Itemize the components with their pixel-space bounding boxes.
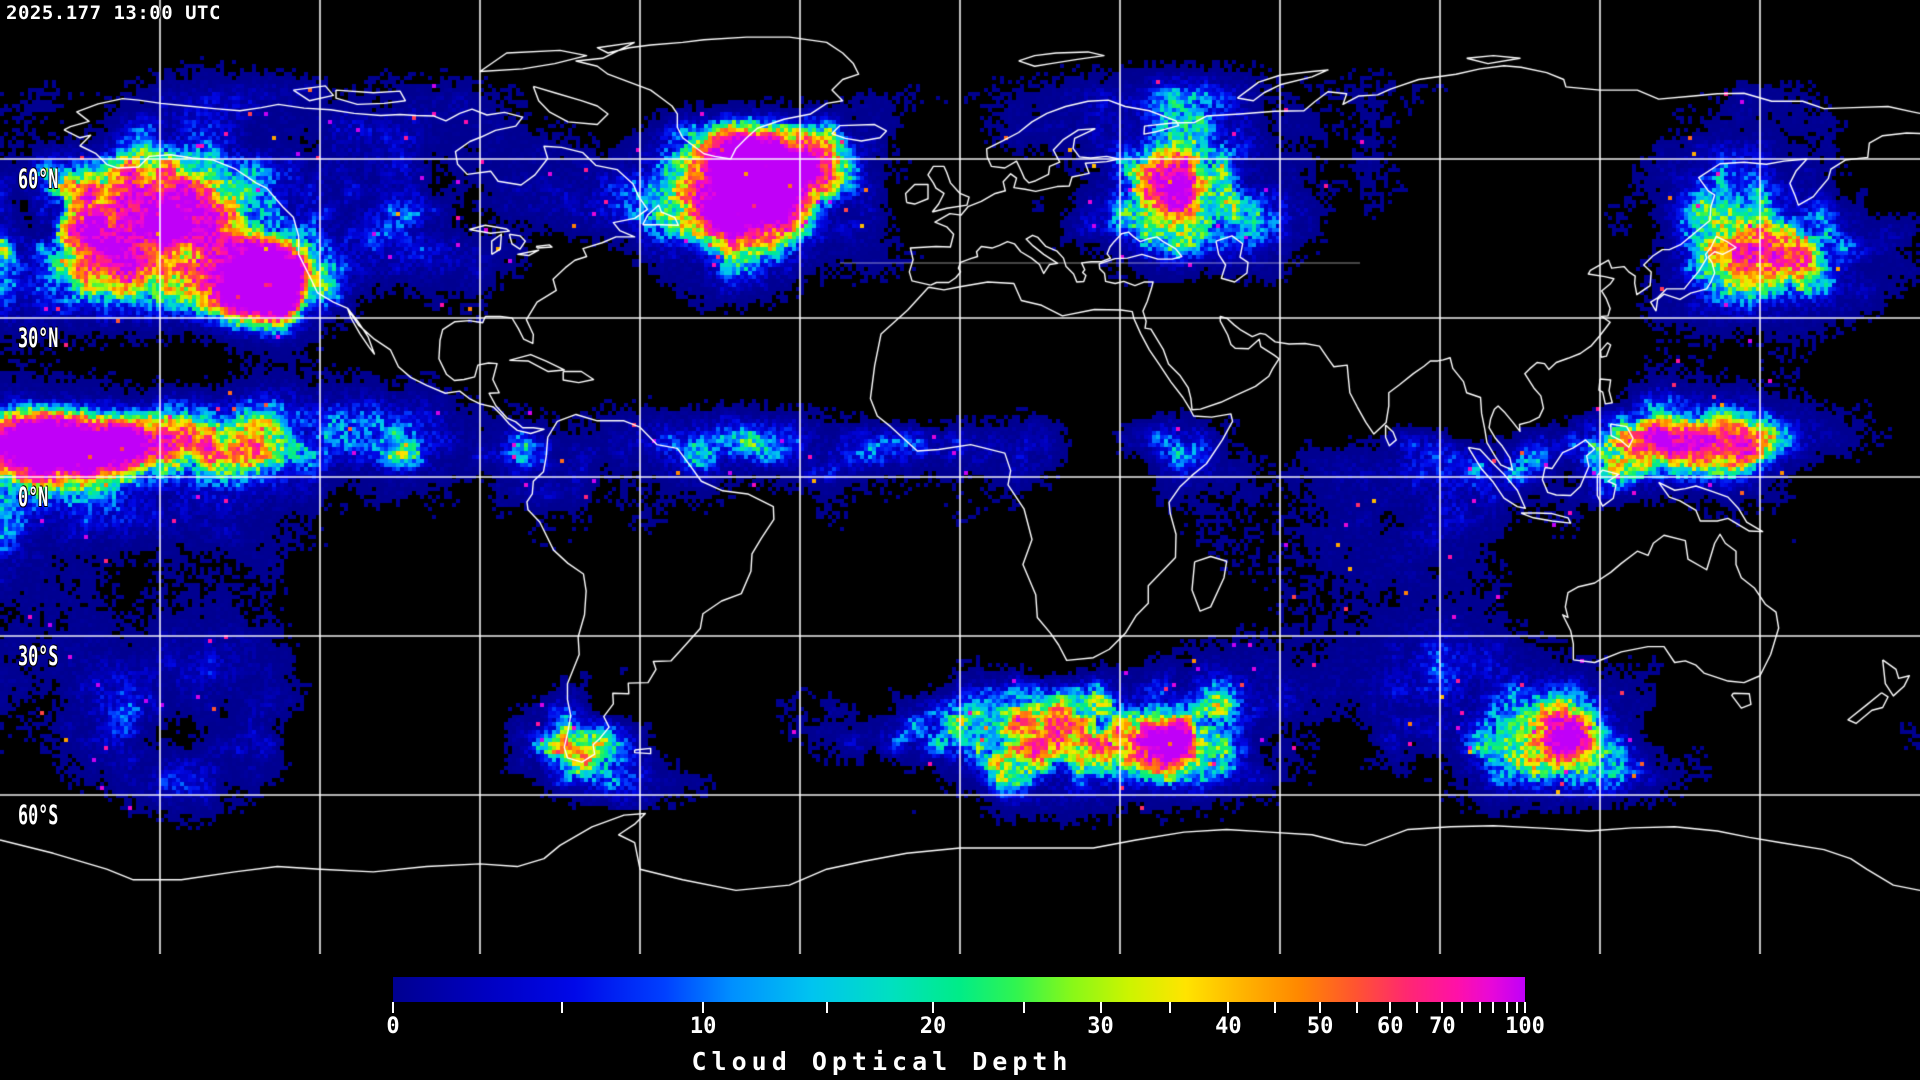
colorbar-tick-label: 50 <box>1306 1014 1334 1039</box>
colorbar-title: Cloud Optical Depth <box>691 1047 1073 1076</box>
colorbar-tick <box>1022 1002 1025 1013</box>
colorbar-tick <box>1168 1002 1171 1013</box>
colorbar-tick <box>1516 1002 1519 1013</box>
colorbar-tick <box>1441 1002 1444 1013</box>
colorbar-tick <box>1227 1002 1230 1013</box>
colorbar-tick-label: 70 <box>1429 1014 1456 1039</box>
colorbar-tick <box>1416 1002 1419 1013</box>
colorbar-tick-label: 40 <box>1215 1014 1242 1039</box>
colorbar-tick-label: 0 <box>386 1014 400 1039</box>
colorbar-tick <box>1099 1002 1102 1013</box>
colorbar-tick-label: 20 <box>919 1014 947 1039</box>
timestamp: 2025.177 13:00 UTC <box>6 2 221 24</box>
global-cloud-map <box>0 0 1920 954</box>
latitude-label: 60°S <box>18 800 59 831</box>
colorbar-tick <box>1319 1002 1322 1013</box>
latitude-label: 30°S <box>18 641 59 672</box>
colorbar-tick <box>1524 1002 1526 1013</box>
colorbar-tick <box>1505 1002 1508 1013</box>
colorbar-tick <box>931 1002 934 1013</box>
colorbar-tick <box>1356 1002 1359 1013</box>
colorbar-tick-label: 60 <box>1377 1014 1404 1039</box>
colorbar-tick-label: 10 <box>689 1014 717 1039</box>
colorbar-tick-label: 30 <box>1087 1014 1114 1039</box>
colorbar-tick <box>825 1002 828 1013</box>
colorbar-tick-label: 100 <box>1505 1014 1545 1039</box>
colorbar-gradient <box>393 977 1525 1002</box>
colorbar-tick <box>1478 1002 1481 1013</box>
colorbar-tick <box>1460 1002 1463 1013</box>
colorbar-tick <box>1492 1002 1495 1013</box>
colorbar-tick <box>1389 1002 1392 1013</box>
latitude-label: 60°N <box>18 164 59 195</box>
colorbar-tick <box>392 1002 394 1013</box>
latitude-label: 30°N <box>18 323 59 354</box>
latitude-label: 0°N <box>18 482 49 513</box>
colorbar-tick <box>560 1002 563 1013</box>
colorbar-tick <box>1273 1002 1276 1013</box>
colorbar-tick <box>702 1002 705 1013</box>
